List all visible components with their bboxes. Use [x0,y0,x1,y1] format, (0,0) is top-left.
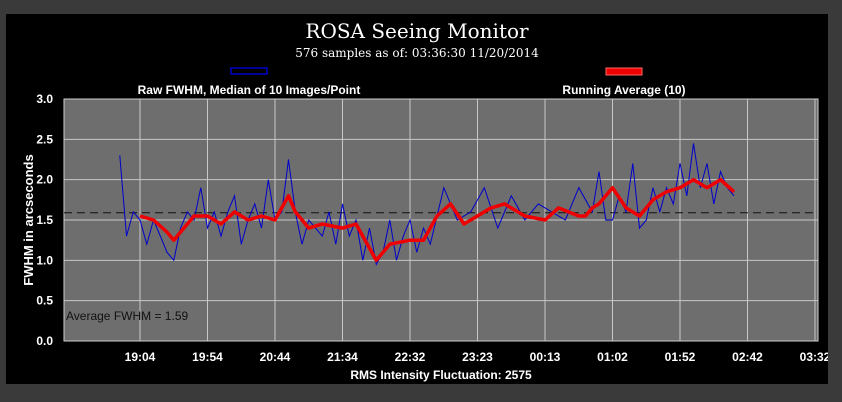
legend-label-average: Running Average (10) [562,83,685,97]
y-tick-label: 0.0 [36,334,53,348]
raw-fwhm-series-line [119,143,735,266]
chart-frame: 0.0 0.5 1.0 1.5 2.0 2.5 3.0 19:04 19:54 20:44 21:… [6,14,828,384]
x-axis-label: RMS Intensity Fluctuation: 2575 [350,368,532,382]
y-tick-label: 3.0 [36,92,53,106]
y-tick-label: 2.5 [36,132,53,146]
y-axis-ticks: 0.0 0.5 1.0 1.5 2.0 2.5 3.0 [36,92,53,348]
legend-swatch-average [605,67,643,76]
x-tick-label: 21:34 [327,350,358,364]
x-tick-label: 01:02 [597,350,628,364]
x-tick-label: 00:13 [530,350,561,364]
y-tick-label: 0.5 [36,294,53,308]
x-tick-label: 02:42 [732,350,763,364]
y-tick-label: 1.5 [36,213,53,227]
x-tick-label: 20:44 [260,350,291,364]
x-tick-label: 22:32 [395,350,426,364]
average-fwhm-annotation: Average FWHM = 1.59 [66,309,188,323]
legend-label-raw: Raw FWHM, Median of 10 Images/Point [138,83,361,97]
running-average-series-line [139,177,736,263]
x-tick-label: 01:52 [665,350,696,364]
x-tick-label: 23:23 [462,350,493,364]
y-axis-label: FWHM in arcseconds [21,154,36,285]
seeing-chart: 0.0 0.5 1.0 1.5 2.0 2.5 3.0 19:04 19:54 20:44 21:… [21,19,828,382]
chart-subtitle: 576 samples as of: 03:36:30 11/20/2014 [295,46,539,60]
chart-title: ROSA Seeing Monitor [305,19,529,43]
x-axis-ticks: 19:04 19:54 20:44 21:34 22:32 23:23 00:13 01:02… [125,350,828,364]
y-tick-label: 2.0 [36,173,53,187]
x-tick-label: 19:54 [192,350,223,364]
y-tick-label: 1.0 [36,253,53,267]
legend-swatch-raw [230,67,268,75]
x-tick-label: 03:32 [800,350,828,364]
x-tick-label: 19:04 [125,350,156,364]
